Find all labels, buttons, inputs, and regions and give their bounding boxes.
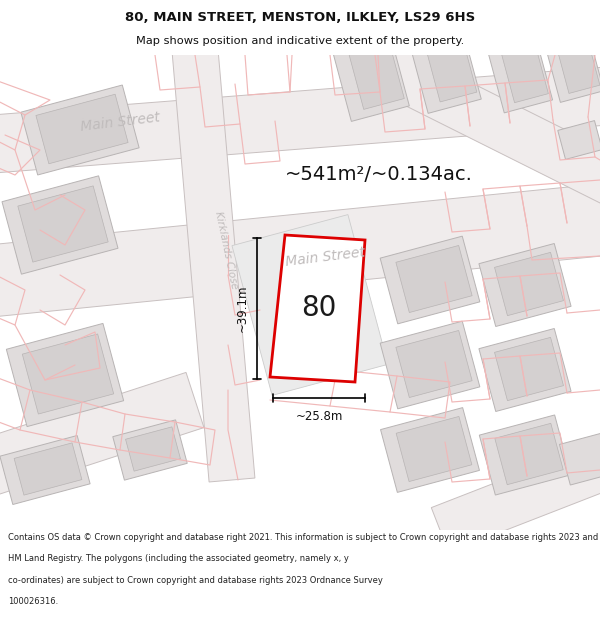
Text: 80, MAIN STREET, MENSTON, ILKLEY, LS29 6HS: 80, MAIN STREET, MENSTON, ILKLEY, LS29 6… [125, 11, 475, 24]
Polygon shape [0, 66, 600, 174]
Text: ~541m²/~0.134ac.: ~541m²/~0.134ac. [285, 166, 473, 184]
Polygon shape [0, 436, 90, 504]
Polygon shape [21, 85, 139, 175]
Polygon shape [172, 48, 255, 482]
Polygon shape [494, 253, 563, 316]
Polygon shape [331, 29, 409, 121]
Polygon shape [36, 94, 128, 164]
Polygon shape [479, 244, 571, 326]
Polygon shape [425, 36, 477, 102]
Polygon shape [431, 438, 600, 552]
Polygon shape [479, 329, 571, 411]
Polygon shape [396, 416, 472, 481]
Polygon shape [380, 408, 479, 492]
Polygon shape [479, 415, 571, 495]
Polygon shape [232, 214, 388, 396]
Text: Kirklands Close: Kirklands Close [213, 210, 239, 290]
Text: ~39.1m: ~39.1m [236, 285, 249, 332]
Text: Contains OS data © Crown copyright and database right 2021. This information is : Contains OS data © Crown copyright and d… [8, 533, 600, 542]
Polygon shape [396, 246, 472, 312]
Polygon shape [113, 420, 187, 480]
Polygon shape [380, 236, 480, 324]
Polygon shape [2, 176, 118, 274]
Polygon shape [26, 198, 64, 242]
Polygon shape [347, 39, 404, 109]
Polygon shape [546, 38, 600, 102]
Polygon shape [380, 321, 480, 409]
Polygon shape [7, 323, 124, 427]
Polygon shape [559, 431, 600, 485]
Polygon shape [494, 338, 563, 401]
Polygon shape [558, 44, 600, 93]
Text: co-ordinates) are subject to Crown copyright and database rights 2023 Ordnance S: co-ordinates) are subject to Crown copyr… [8, 576, 383, 584]
Text: Main Street: Main Street [285, 245, 366, 269]
Text: ~25.8m: ~25.8m [295, 410, 343, 423]
Text: 100026316.: 100026316. [8, 597, 58, 606]
Polygon shape [349, 32, 600, 208]
Polygon shape [22, 334, 113, 414]
Text: HM Land Registry. The polygons (including the associated geometry, namely x, y: HM Land Registry. The polygons (includin… [8, 554, 349, 563]
Polygon shape [14, 443, 82, 495]
Polygon shape [487, 37, 553, 113]
Polygon shape [495, 423, 563, 485]
Text: Main Street: Main Street [80, 110, 161, 134]
Polygon shape [396, 331, 472, 398]
Polygon shape [558, 121, 600, 159]
Text: Map shows position and indicative extent of the property.: Map shows position and indicative extent… [136, 36, 464, 46]
Polygon shape [125, 427, 181, 471]
Text: 80: 80 [301, 294, 337, 322]
Polygon shape [18, 186, 108, 262]
Polygon shape [502, 46, 548, 102]
Polygon shape [409, 27, 481, 113]
Polygon shape [0, 372, 204, 498]
Polygon shape [0, 182, 600, 318]
Polygon shape [270, 235, 365, 382]
